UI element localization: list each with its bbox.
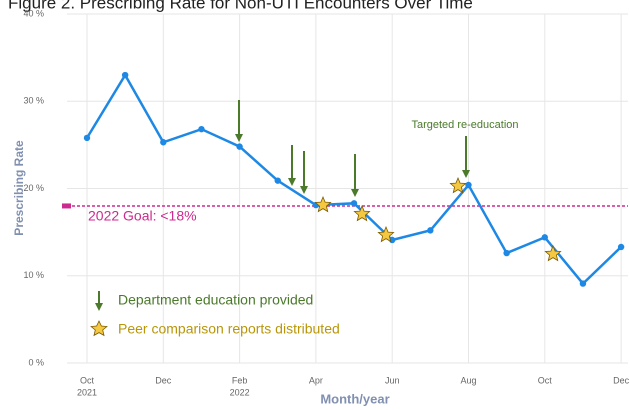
peer-report-star xyxy=(314,195,332,213)
x-tick-sublabel: 2021 xyxy=(77,387,97,397)
peer-report-star xyxy=(544,244,562,262)
point xyxy=(503,249,510,257)
point xyxy=(274,177,281,184)
legend: Department education provided Peer compa… xyxy=(90,291,340,337)
education-arrow-head xyxy=(288,178,296,186)
x-axis-label: Month/year xyxy=(320,391,389,406)
point xyxy=(465,181,472,189)
y-tick-label: 30 % xyxy=(23,96,44,106)
legend-arrow-head xyxy=(95,303,103,311)
x-tick-label: Dec xyxy=(155,375,172,385)
x-tick-label: Apr xyxy=(309,375,323,385)
goal-marker xyxy=(62,203,71,209)
y-tick-label: 0 % xyxy=(28,357,44,367)
x-tick-label: Aug xyxy=(460,375,476,385)
x-tick-label: Feb xyxy=(232,375,248,385)
point xyxy=(236,143,243,150)
y-tick-label: 40 % xyxy=(23,8,44,18)
y-axis-label: Prescribing Rate xyxy=(12,140,26,236)
annotations xyxy=(235,100,470,197)
education-arrow-head xyxy=(351,189,359,197)
point xyxy=(579,280,587,287)
peer-report-star xyxy=(449,176,467,194)
x-tick-label: Oct xyxy=(538,375,553,385)
peer-report-star xyxy=(377,225,395,243)
point xyxy=(83,134,91,142)
point xyxy=(427,227,434,234)
point xyxy=(541,234,548,241)
point xyxy=(198,125,205,133)
legend-star xyxy=(90,320,108,337)
annotation: Targeted re-education xyxy=(411,119,518,131)
education-arrow-head xyxy=(462,170,470,178)
chart-title: Figure 2. Prescribing Rate for Non-UTI E… xyxy=(8,0,473,12)
education-arrow-head xyxy=(300,186,308,194)
legend-label: Peer comparison reports distributed xyxy=(118,321,340,337)
point xyxy=(121,71,129,79)
point xyxy=(350,200,358,207)
x-tick-sublabel: 2022 xyxy=(230,387,250,397)
x-tick-label: Dec xyxy=(613,375,630,385)
goal-label: 2022 Goal: <18% xyxy=(88,208,197,224)
x-tick-label: Oct xyxy=(80,375,95,385)
education-arrow-head xyxy=(235,134,243,142)
legend-label: Department education provided xyxy=(118,292,313,308)
point xyxy=(160,139,167,146)
y-tick-label: 20 % xyxy=(23,183,44,193)
x-tick-label: Jun xyxy=(385,375,400,385)
point xyxy=(617,243,625,251)
plot: 0 % 10 % 20 % 30 % 40 % Oct 2021 Dec Feb 2022 Apr J… xyxy=(23,8,629,397)
peer-report-star xyxy=(353,204,371,222)
y-tick-label: 10 % xyxy=(23,270,44,280)
